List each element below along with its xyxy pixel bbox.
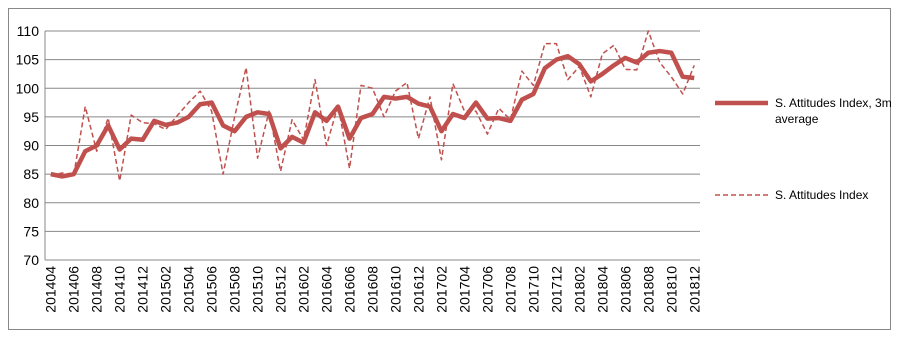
x-tick-label: 201608	[365, 266, 381, 313]
x-tick-label: 201708	[502, 266, 518, 313]
y-tick-label: 110	[17, 23, 40, 39]
x-tick-label: 201510	[250, 266, 266, 313]
x-tick-label: 201410	[112, 266, 128, 313]
y-tick-label: 75	[23, 223, 39, 239]
y-tick-label: 100	[16, 80, 40, 96]
y-tick-label: 105	[16, 52, 40, 68]
x-tick-label: 201606	[342, 266, 358, 313]
x-tick-label: 201806	[617, 266, 633, 313]
x-tick-label: 201502	[158, 266, 174, 313]
legend-label: S. Attitudes Index, 3m average	[775, 96, 892, 126]
x-tick-label: 201808	[640, 266, 656, 313]
x-tick-label: 201612	[410, 266, 426, 313]
x-tick-label: 201710	[525, 266, 541, 313]
x-tick-label: 201610	[387, 266, 403, 313]
x-tick-label: 201704	[456, 266, 472, 313]
x-tick-label: 201804	[594, 266, 610, 313]
x-tick-label: 201702	[433, 266, 449, 313]
x-tick-label: 201506	[204, 266, 220, 313]
y-tick-label: 95	[23, 109, 39, 125]
x-tick-label: 201408	[89, 266, 105, 313]
series-line	[50, 48, 695, 179]
x-tick-label: 201412	[135, 266, 151, 313]
legend-label: S. Attitudes Index	[775, 188, 869, 202]
y-tick-label: 70	[23, 252, 39, 268]
x-tick-label: 201504	[181, 266, 197, 313]
x-tick-label: 201404	[43, 266, 59, 313]
x-tick-label: 201604	[319, 266, 335, 313]
x-tick-label: 201508	[227, 266, 243, 313]
x-tick-label: 201512	[273, 266, 289, 313]
series-line	[50, 30, 695, 182]
x-tick-label: 201406	[66, 266, 82, 313]
y-tick-label: 90	[23, 138, 39, 154]
y-tick-label: 80	[23, 195, 39, 211]
x-tick-label: 201712	[548, 266, 564, 313]
x-tick-label: 201802	[571, 266, 587, 313]
y-tick-label: 85	[23, 166, 39, 182]
x-tick-label: 201812	[686, 266, 702, 313]
x-tick-label: 201602	[296, 266, 312, 313]
x-tick-label: 201810	[663, 266, 679, 313]
x-tick-label: 201706	[479, 266, 495, 313]
chart-border	[8, 8, 891, 330]
